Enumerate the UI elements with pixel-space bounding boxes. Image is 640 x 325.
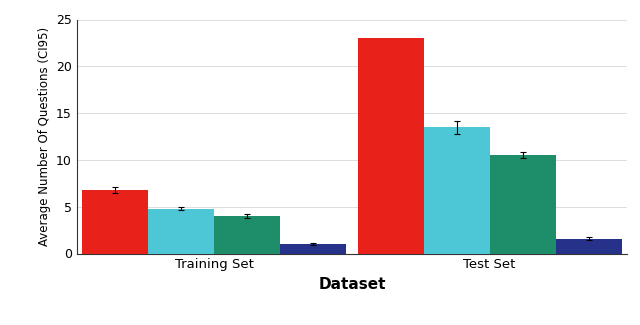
Bar [83, 190, 148, 254]
Bar [358, 38, 424, 254]
Bar [424, 127, 490, 254]
Bar [280, 244, 346, 254]
X-axis label: Dataset: Dataset [318, 277, 386, 292]
Bar [490, 155, 556, 254]
Bar [556, 239, 621, 254]
Legend: partially-observed: OR Query, DyQN: Or Query, partially-observed: AND Query, DyQ: partially-observed: OR Query, DyQN: Or Q… [76, 324, 612, 325]
Bar [214, 216, 280, 254]
Y-axis label: Average Number Of Questions (CI95): Average Number Of Questions (CI95) [38, 27, 51, 246]
Bar [148, 209, 214, 254]
